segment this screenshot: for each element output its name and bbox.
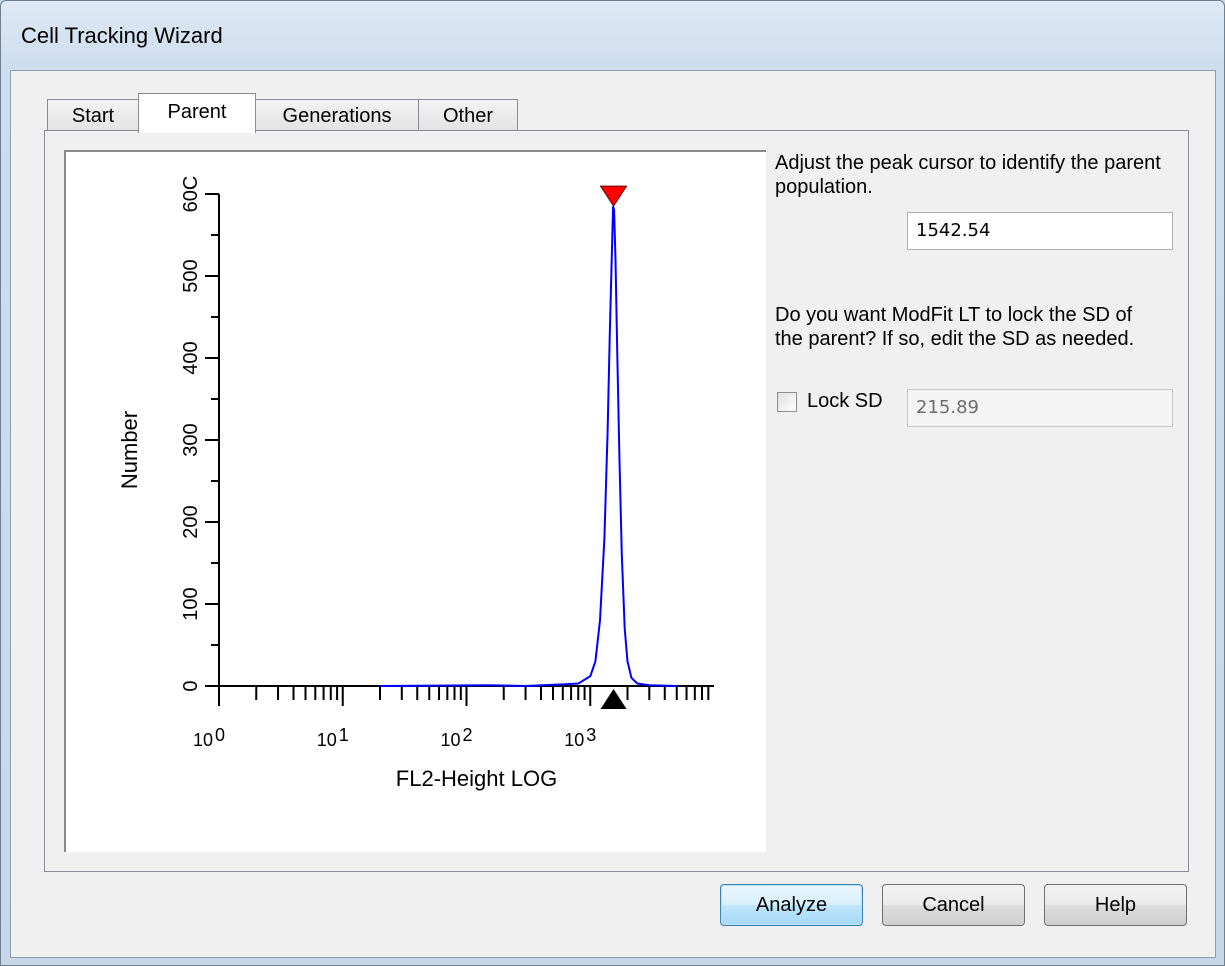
tab-parent[interactable]: Parent — [138, 93, 256, 133]
lock-sd-checkbox[interactable] — [777, 392, 797, 412]
tab-other[interactable]: Other — [418, 99, 518, 131]
peak-instructions: Adjust the peak cursor to identify the p… — [775, 152, 1161, 198]
sd-value-input: 215.89 — [907, 389, 1173, 427]
title-bar[interactable]: Cell Tracking Wizard — [1, 1, 1224, 69]
peak-axis-marker[interactable] — [600, 689, 627, 709]
x-tick-label: 10 3 — [564, 725, 596, 750]
help-button[interactable]: Help — [1044, 884, 1187, 926]
window-title: Cell Tracking Wizard — [21, 23, 223, 48]
lock-sd-label[interactable]: Lock SD — [807, 390, 883, 412]
y-tick-label: 0 — [180, 680, 202, 691]
x-tick-label: 10 2 — [440, 725, 472, 750]
y-axis-label: Number — [117, 411, 142, 489]
histogram-series-line — [379, 206, 677, 688]
y-axis: 0 100 200 300 400 500 60C — [180, 176, 220, 692]
peak-cursor-marker[interactable] — [599, 185, 628, 208]
y-tick-label: 400 — [180, 341, 202, 374]
tab-panel-background: 0 100 200 300 400 500 60C 10 0 10 1 10 2 10 3 Number … — [45, 131, 1188, 871]
sd-instructions: Do you want ModFit LT to lock the SD of … — [775, 304, 1135, 350]
y-tick-label: 500 — [180, 259, 202, 292]
x-axis-label: FL2-Height LOG — [396, 766, 557, 791]
y-tick-label: 100 — [180, 587, 202, 620]
histogram-chart[interactable]: 0 100 200 300 400 500 60C 10 0 10 1 10 2 10 3 Number … — [64, 150, 766, 852]
x-tick-label: 10 0 — [193, 725, 225, 750]
y-tick-label: 60C — [180, 176, 202, 213]
dialog-client-area: Start Parent Generations Other 0 100 200 30… — [10, 70, 1216, 958]
tab-start[interactable]: Start — [47, 99, 139, 131]
analyze-button[interactable]: Analyze — [720, 884, 863, 926]
y-tick-label: 300 — [180, 423, 202, 456]
x-tick-label: 10 1 — [317, 725, 349, 750]
x-axis: 10 0 10 1 10 2 10 3 — [193, 685, 714, 750]
y-tick-label: 200 — [180, 505, 202, 538]
cancel-button[interactable]: Cancel — [882, 884, 1025, 926]
tab-panel-parent: 0 100 200 300 400 500 60C 10 0 10 1 10 2 10 3 Number … — [44, 130, 1189, 872]
tab-generations[interactable]: Generations — [255, 99, 419, 131]
peak-value-input[interactable]: 1542.54 — [907, 212, 1173, 250]
